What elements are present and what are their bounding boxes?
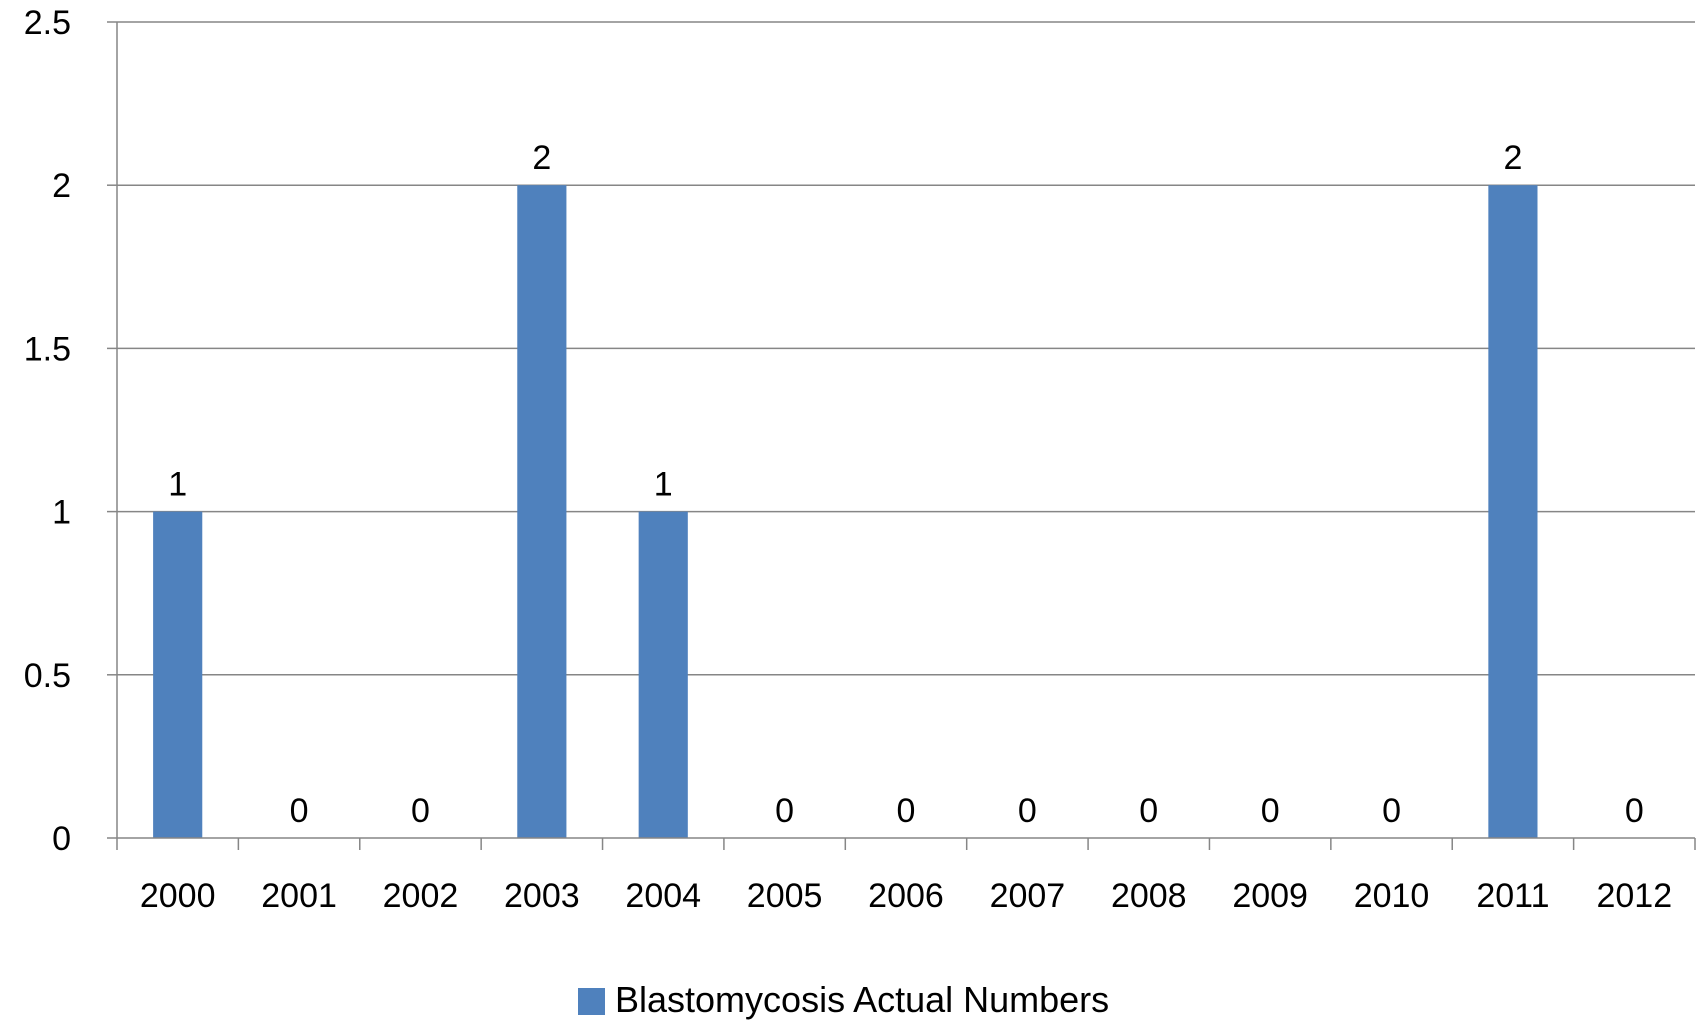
x-tick-label: 2009 xyxy=(1232,877,1308,915)
x-tick-label: 2007 xyxy=(990,877,1066,915)
x-tick-label: 2004 xyxy=(625,877,701,915)
x-tick-label: 2005 xyxy=(747,877,823,915)
y-tick-label: 2.5 xyxy=(24,4,71,42)
y-tick-label: 1 xyxy=(52,494,71,532)
y-tick-label: 0 xyxy=(52,820,71,858)
data-label: 0 xyxy=(775,792,794,830)
data-label: 0 xyxy=(1382,792,1401,830)
bar xyxy=(1488,185,1538,838)
data-label: 0 xyxy=(290,792,309,830)
data-label: 1 xyxy=(654,466,673,504)
bar xyxy=(638,511,688,838)
y-tick-label: 0.5 xyxy=(24,657,71,695)
data-label: 0 xyxy=(897,792,916,830)
data-label: 1 xyxy=(168,466,187,504)
bar xyxy=(517,185,567,838)
x-tick-label: 2011 xyxy=(1476,877,1549,915)
x-tick-label: 2012 xyxy=(1596,877,1672,915)
data-label: 0 xyxy=(1625,792,1644,830)
data-label: 2 xyxy=(532,139,551,177)
legend-swatch xyxy=(578,988,605,1015)
gridlines xyxy=(117,21,1695,676)
data-label: 0 xyxy=(411,792,430,830)
bar xyxy=(153,511,203,838)
data-labels: 1 0 0 2 1 0 0 0 0 0 0 2 0 xyxy=(168,139,1644,830)
data-label: 0 xyxy=(1261,792,1280,830)
data-label: 0 xyxy=(1018,792,1037,830)
y-tick-label: 1.5 xyxy=(24,330,71,368)
x-tick-label: 2000 xyxy=(140,877,216,915)
data-label: 0 xyxy=(1139,792,1158,830)
data-label: 2 xyxy=(1503,139,1522,177)
x-tick-label: 2002 xyxy=(383,877,459,915)
legend-label: Blastomycosis Actual Numbers xyxy=(615,979,1109,1020)
x-tick-label: 2003 xyxy=(504,877,580,915)
x-tick-label: 2006 xyxy=(868,877,944,915)
x-tick-label: 2010 xyxy=(1354,877,1430,915)
x-tick-label: 2008 xyxy=(1111,877,1187,915)
y-tick-labels: 0 0.5 1 1.5 2 2.5 xyxy=(24,4,71,858)
legend: Blastomycosis Actual Numbers xyxy=(578,979,1109,1020)
y-tick-label: 2 xyxy=(52,167,71,205)
axes xyxy=(107,21,1696,850)
x-tick-labels: 2000 2001 2002 2003 2004 2005 2006 2007 2008 2009… xyxy=(140,877,1672,915)
x-tick-label: 2001 xyxy=(261,877,337,915)
bars xyxy=(153,185,1538,838)
